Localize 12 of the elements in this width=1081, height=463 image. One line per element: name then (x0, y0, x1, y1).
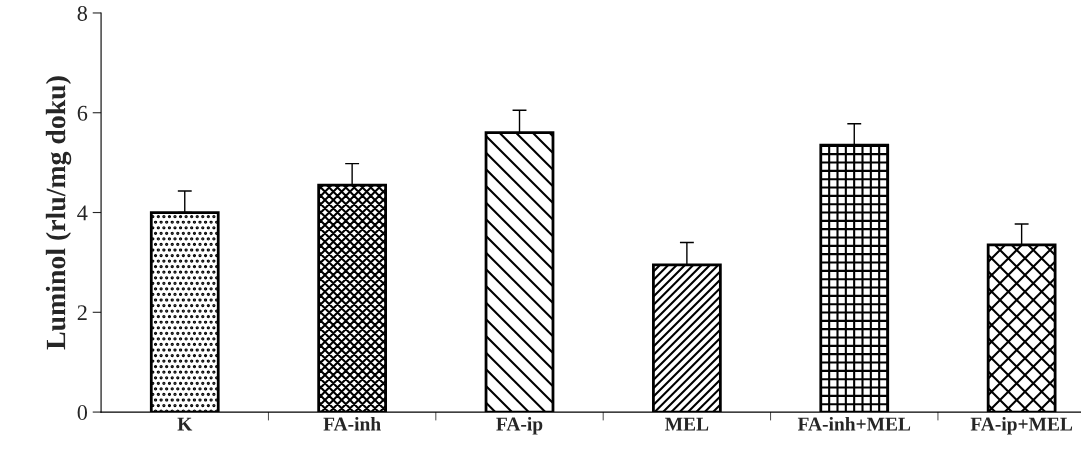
y-tick-label: 6 (77, 105, 88, 121)
x-tick-label: FA-ip (496, 416, 543, 435)
x-tick-label: K (177, 417, 193, 431)
y-tick-label: 2 (77, 305, 87, 320)
x-tick-label: FA-inh (323, 416, 381, 431)
y-axis-title: Luminol (rlu/mg doku) (45, 76, 72, 350)
y-tick-label: 0 (77, 405, 88, 420)
x-tick-label: FA-inh+MEL (797, 416, 911, 431)
x-tick-label: MEL (665, 417, 709, 431)
y-tick-label: 8 (77, 5, 88, 21)
x-tick-label: FA-ip+MEL (970, 416, 1073, 435)
y-tick-label: 4 (77, 205, 88, 221)
